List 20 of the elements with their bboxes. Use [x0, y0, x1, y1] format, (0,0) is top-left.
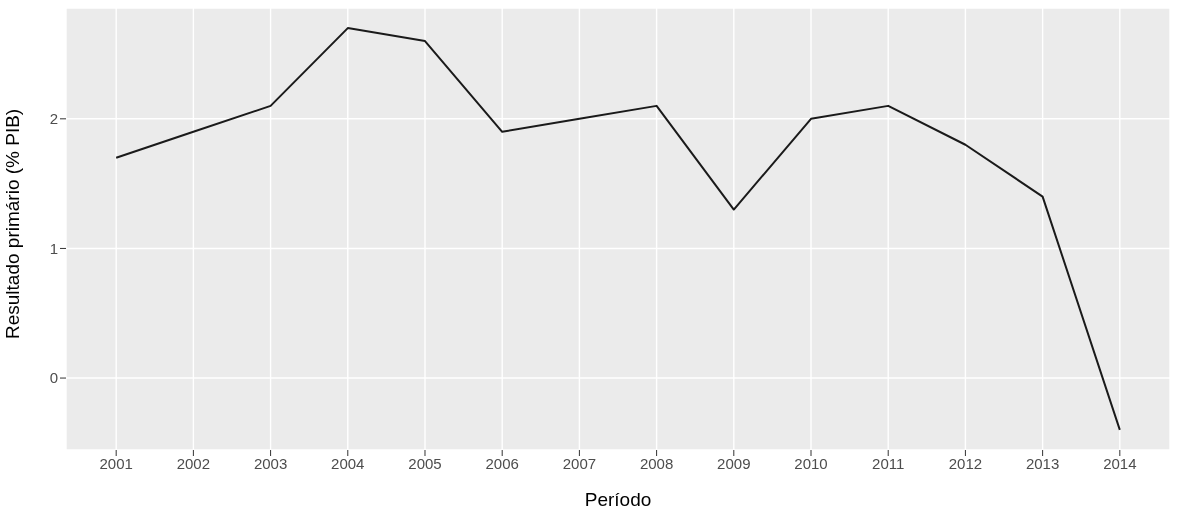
y-tick-label: 2 [49, 110, 58, 128]
x-tick-label: 2001 [99, 454, 133, 472]
x-tick-label: 2010 [794, 454, 828, 472]
x-tick-label: 2007 [562, 454, 597, 472]
x-tick-label: 2014 [1103, 454, 1137, 472]
x-tick-label: 2011 [872, 454, 905, 472]
y-tick-label: 0 [49, 369, 58, 387]
x-tick-label: 2008 [639, 454, 674, 472]
y-tick-label: 1 [49, 239, 58, 257]
x-tick-label: 2009 [717, 454, 751, 472]
y-axis-title: Resultado primário (% PIB) [1, 108, 23, 339]
x-tick-label: 2005 [408, 454, 442, 472]
x-tick-label: 2003 [253, 454, 288, 472]
line-series [115, 27, 1121, 431]
x-tick-label: 2002 [176, 454, 211, 472]
x-tick-label: 2013 [1025, 454, 1060, 472]
x-tick-label: 2012 [948, 454, 983, 472]
x-tick-label: 2006 [485, 454, 519, 472]
x-axis-title: Período [584, 489, 652, 510]
x-tick-label: 2004 [331, 454, 365, 472]
